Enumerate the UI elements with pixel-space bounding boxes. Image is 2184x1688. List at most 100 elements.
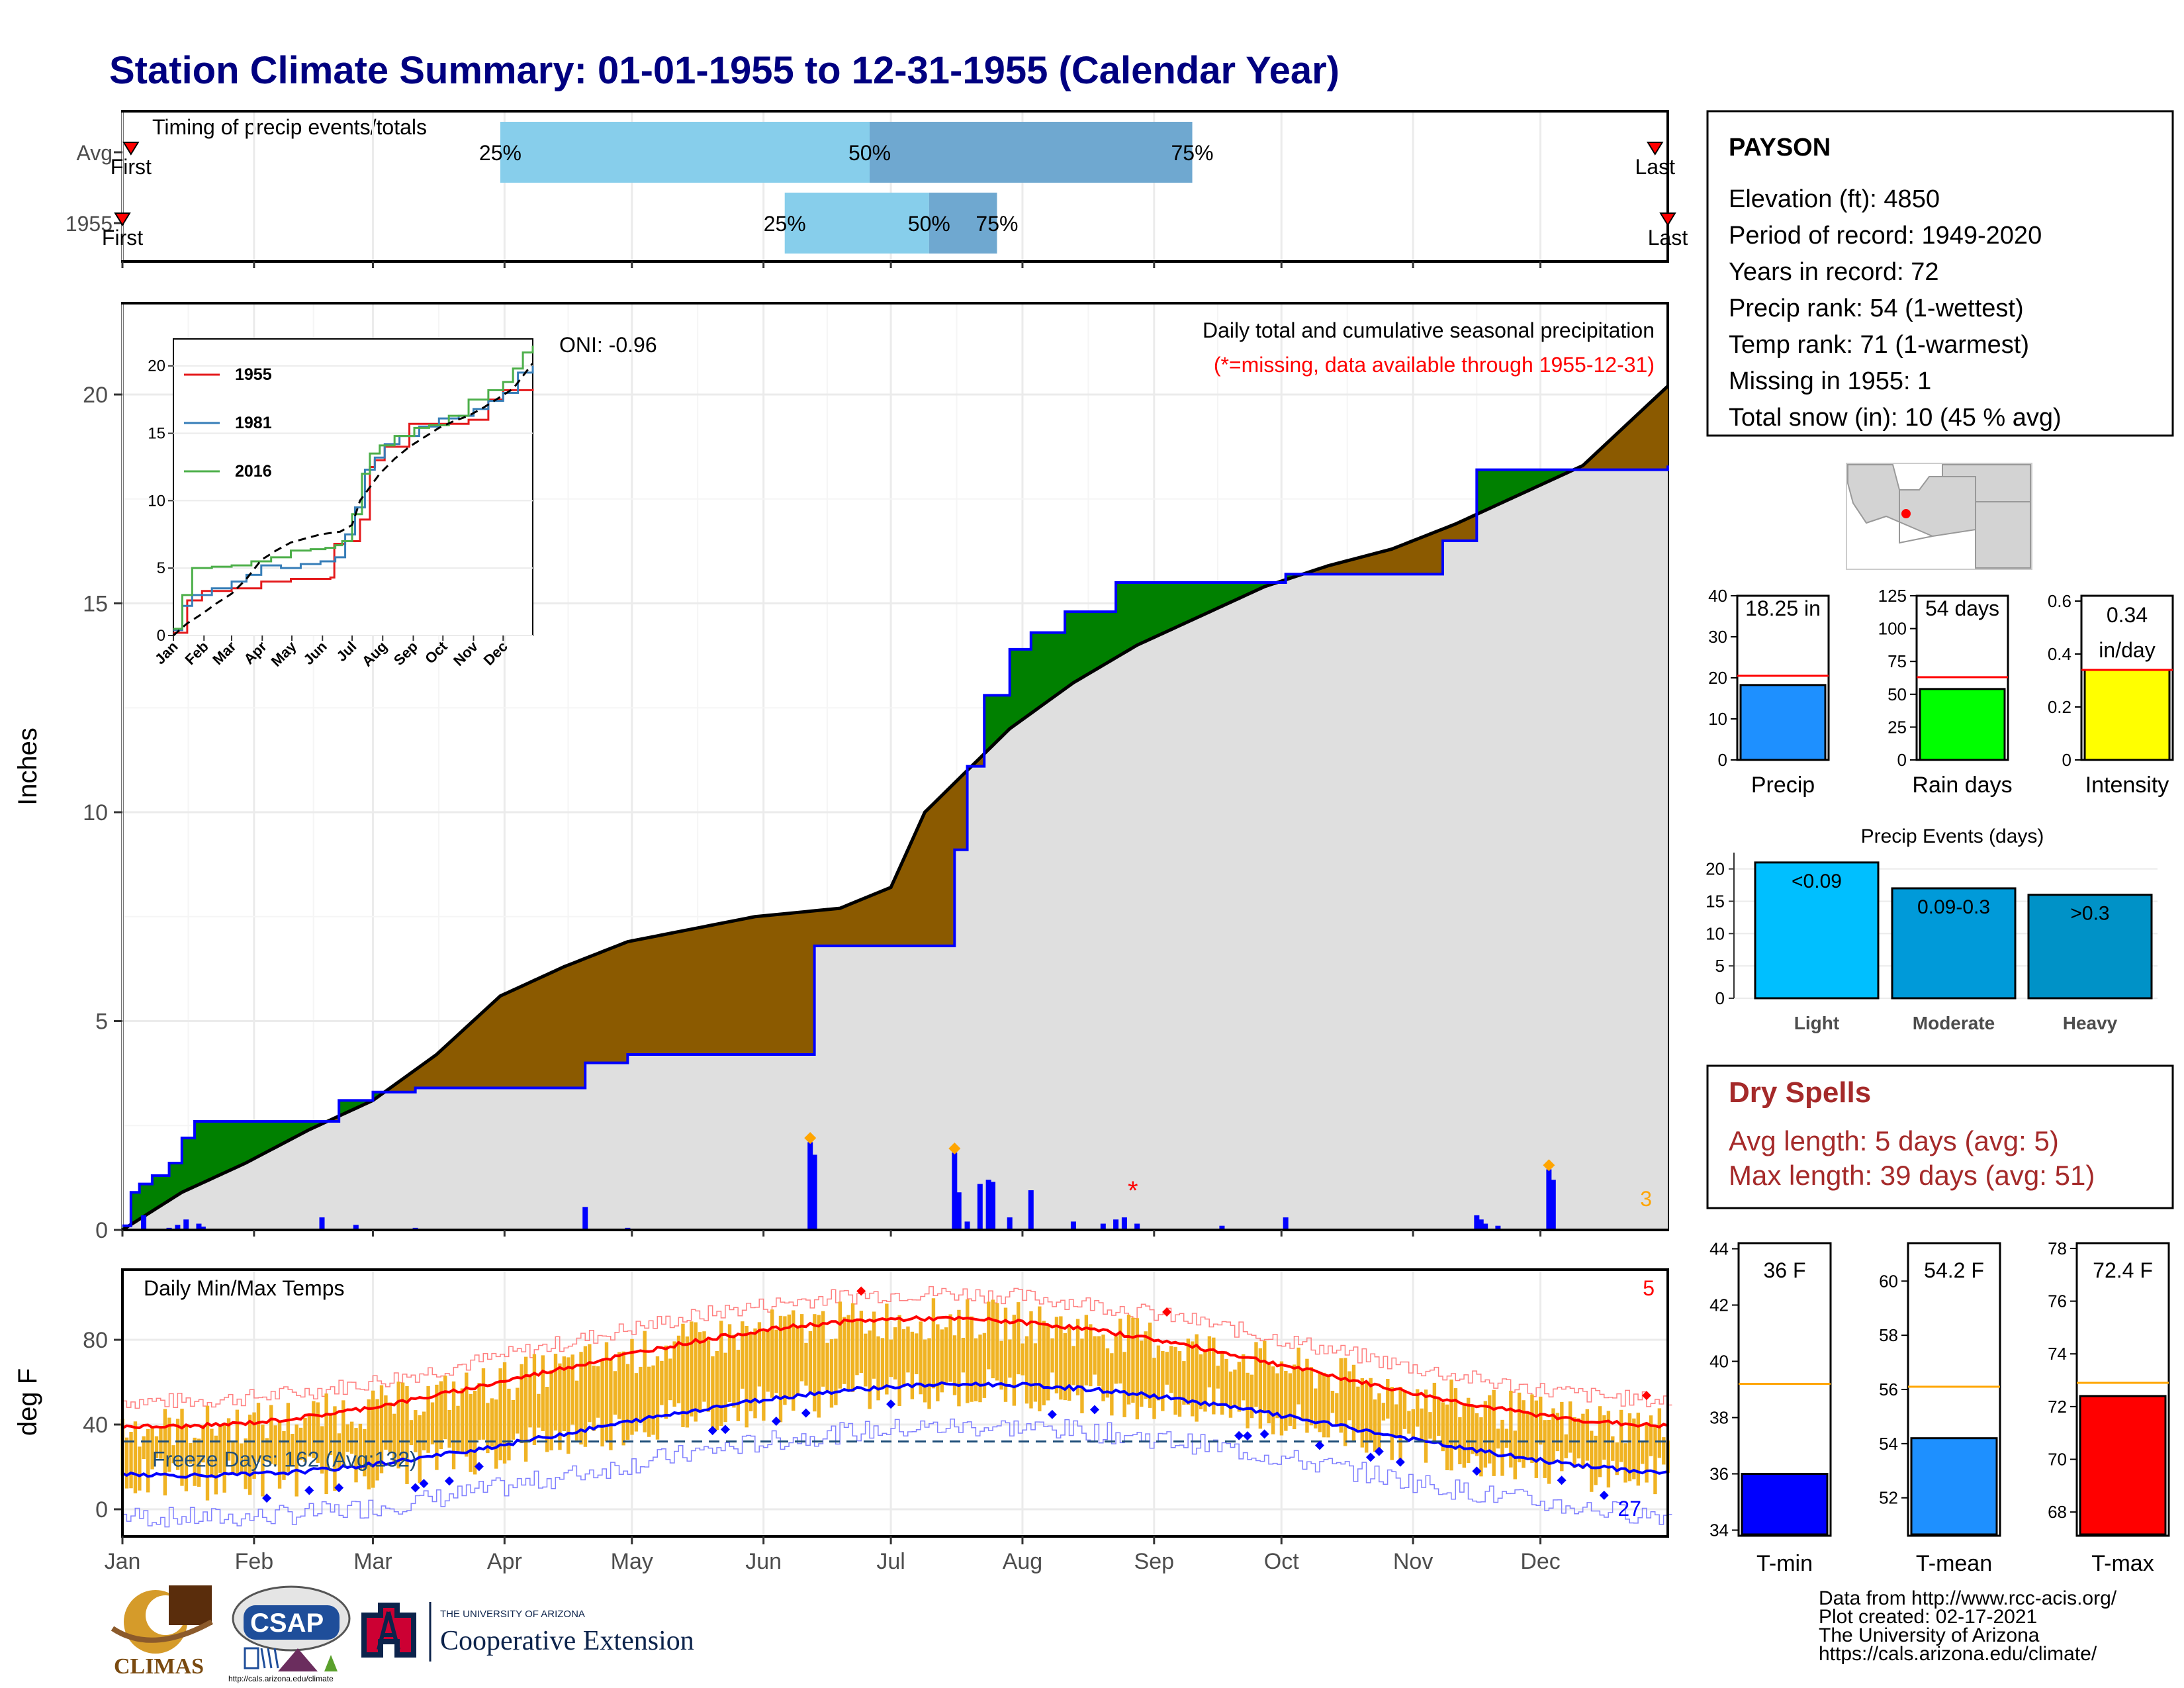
- temp-daily-bar: [931, 1298, 936, 1389]
- timing-percent-label: 50%: [908, 212, 950, 236]
- temp-daily-bar: [307, 1413, 312, 1457]
- temp-daily-bar: [439, 1381, 443, 1450]
- temp-daily-bar: [1662, 1437, 1666, 1465]
- events-ytick-label: 15: [1706, 891, 1725, 911]
- precip-daily-bar: [1550, 1180, 1556, 1230]
- summary-bar: [1919, 688, 2006, 761]
- temp-record-low-marker: [1314, 1440, 1324, 1450]
- timing-last-label: Last: [1635, 155, 1676, 179]
- temp-daily-bar: [1390, 1387, 1394, 1460]
- temp-daily-bar: [1424, 1389, 1428, 1463]
- temp-record-low-marker: [771, 1416, 781, 1426]
- credits: Data from http://www.rcc-acis.org/ Plot …: [1819, 1587, 2117, 1665]
- temp-daily-bar: [426, 1385, 430, 1453]
- precip-extreme-marker: [1543, 1159, 1555, 1172]
- timing-last-marker: [1659, 212, 1676, 226]
- temp-summary-category-label: T-mean: [1916, 1551, 1992, 1576]
- summary-value-label: 0.34: [2107, 603, 2148, 627]
- precip-daily-bar: [1100, 1223, 1106, 1230]
- temp-daily-bar: [711, 1356, 715, 1429]
- events-category-label: Light: [1794, 1013, 1839, 1033]
- precip-daily-bar: [1474, 1215, 1480, 1230]
- temp-daily-bar: [154, 1436, 159, 1458]
- temp-daily-bar: [1496, 1429, 1500, 1449]
- temp-daily-bar: [1033, 1343, 1038, 1402]
- temp-daily-bar: [490, 1398, 494, 1447]
- summary-chart-precip: 0 10 20 30 40 18.25 in Precip: [1708, 586, 1830, 798]
- precip-daily-bar: [977, 1184, 983, 1230]
- temp-daily-bar: [681, 1323, 685, 1427]
- temp-daily-bar: [567, 1357, 570, 1454]
- temp-daily-bar: [1029, 1311, 1033, 1409]
- temp-daily-bar: [1169, 1346, 1173, 1393]
- temp-daily-bar: [600, 1360, 604, 1447]
- temp-daily-bar: [974, 1338, 978, 1401]
- temp-record-low-marker: [262, 1493, 272, 1503]
- temp-daily-bar: [588, 1344, 592, 1423]
- timing-row-label: Avg: [76, 141, 113, 165]
- temp-summary-value-label: 36 F: [1763, 1258, 1805, 1282]
- events-bar-label: <0.09: [1792, 870, 1842, 892]
- temp-daily-bar: [473, 1391, 477, 1475]
- temp-daily-bar: [1314, 1388, 1318, 1429]
- temp-record-low-marker: [444, 1476, 454, 1486]
- precip-extreme-count: 3: [1640, 1187, 1652, 1211]
- temp-daily-bar: [1118, 1319, 1122, 1383]
- temp-daily-bar: [138, 1446, 142, 1491]
- precip-ytick-label: 15: [83, 592, 108, 617]
- temp-summary-ytick-label: 52: [1879, 1488, 1898, 1508]
- temp-daily-bar: [991, 1299, 995, 1379]
- temp-daily-bar: [1475, 1413, 1479, 1456]
- temp-daily-bar: [498, 1368, 502, 1461]
- temp-daily-bar: [312, 1401, 316, 1458]
- temp-daily-bar: [1619, 1409, 1623, 1462]
- summary-ytick-label: 0: [2062, 750, 2071, 770]
- temp-daily-bar: [579, 1352, 583, 1445]
- temp-daily-bar: [1398, 1386, 1402, 1462]
- temp-daily-bar: [214, 1435, 218, 1495]
- temp-daily-bar: [171, 1445, 175, 1464]
- temp-daily-bar: [1517, 1392, 1522, 1463]
- temp-daily-bar: [1572, 1417, 1576, 1468]
- temp-daily-bar: [1207, 1336, 1212, 1387]
- temp-daily-bar: [727, 1324, 732, 1402]
- temp-record-low-marker: [410, 1483, 420, 1493]
- temp-daily-bar: [774, 1329, 778, 1393]
- temp-daily-bar: [1068, 1327, 1071, 1401]
- timing-percent-label: 75%: [976, 212, 1018, 236]
- events-category-label: Moderate: [1913, 1013, 1995, 1033]
- temp-daily-bar: [1089, 1324, 1093, 1387]
- temp-daily-bar: [792, 1310, 796, 1411]
- temp-record-low-marker: [1599, 1490, 1609, 1500]
- temp-daily-bar: [868, 1330, 872, 1409]
- temp-daily-bar: [897, 1315, 901, 1406]
- station-location-dot: [1901, 509, 1911, 518]
- temp-daily-bar: [1615, 1442, 1619, 1476]
- temp-daily-bar: [757, 1322, 762, 1387]
- temp-daily-bar: [150, 1427, 154, 1470]
- csap-logo: CSAP http://cals.arizona.edu/climate: [228, 1585, 351, 1683]
- events-category-label: Heavy: [2063, 1013, 2118, 1033]
- temp-daily-bar: [1360, 1378, 1365, 1448]
- temp-summary-ytick-label: 78: [2048, 1239, 2067, 1258]
- events-ytick-label: 5: [1715, 956, 1725, 976]
- precip-ytick-label: 0: [95, 1218, 108, 1243]
- temp-daily-bar: [1173, 1346, 1177, 1415]
- temp-daily-bar: [741, 1321, 745, 1389]
- temp-daily-bar: [927, 1338, 931, 1409]
- temp-daily-bar: [995, 1303, 999, 1381]
- temp-daily-bar: [1161, 1350, 1165, 1411]
- csap-logo-text: CSAP: [250, 1609, 324, 1638]
- precip-daily-bar: [200, 1226, 206, 1230]
- summary-value-label: 18.25 in: [1745, 596, 1821, 620]
- temp-daily-bar: [486, 1403, 490, 1454]
- summary-category-label: Precip: [1751, 773, 1815, 798]
- temp-daily-bar: [842, 1317, 846, 1384]
- temp-summary-ytick-label: 40: [1709, 1352, 1729, 1372]
- temp-daily-bar: [124, 1437, 129, 1489]
- temp-daily-bar: [1534, 1400, 1539, 1478]
- temp-summary-ytick-label: 76: [2048, 1291, 2067, 1311]
- oni-label: ONI: -0.96: [559, 333, 657, 357]
- temp-daily-bar: [1046, 1325, 1050, 1401]
